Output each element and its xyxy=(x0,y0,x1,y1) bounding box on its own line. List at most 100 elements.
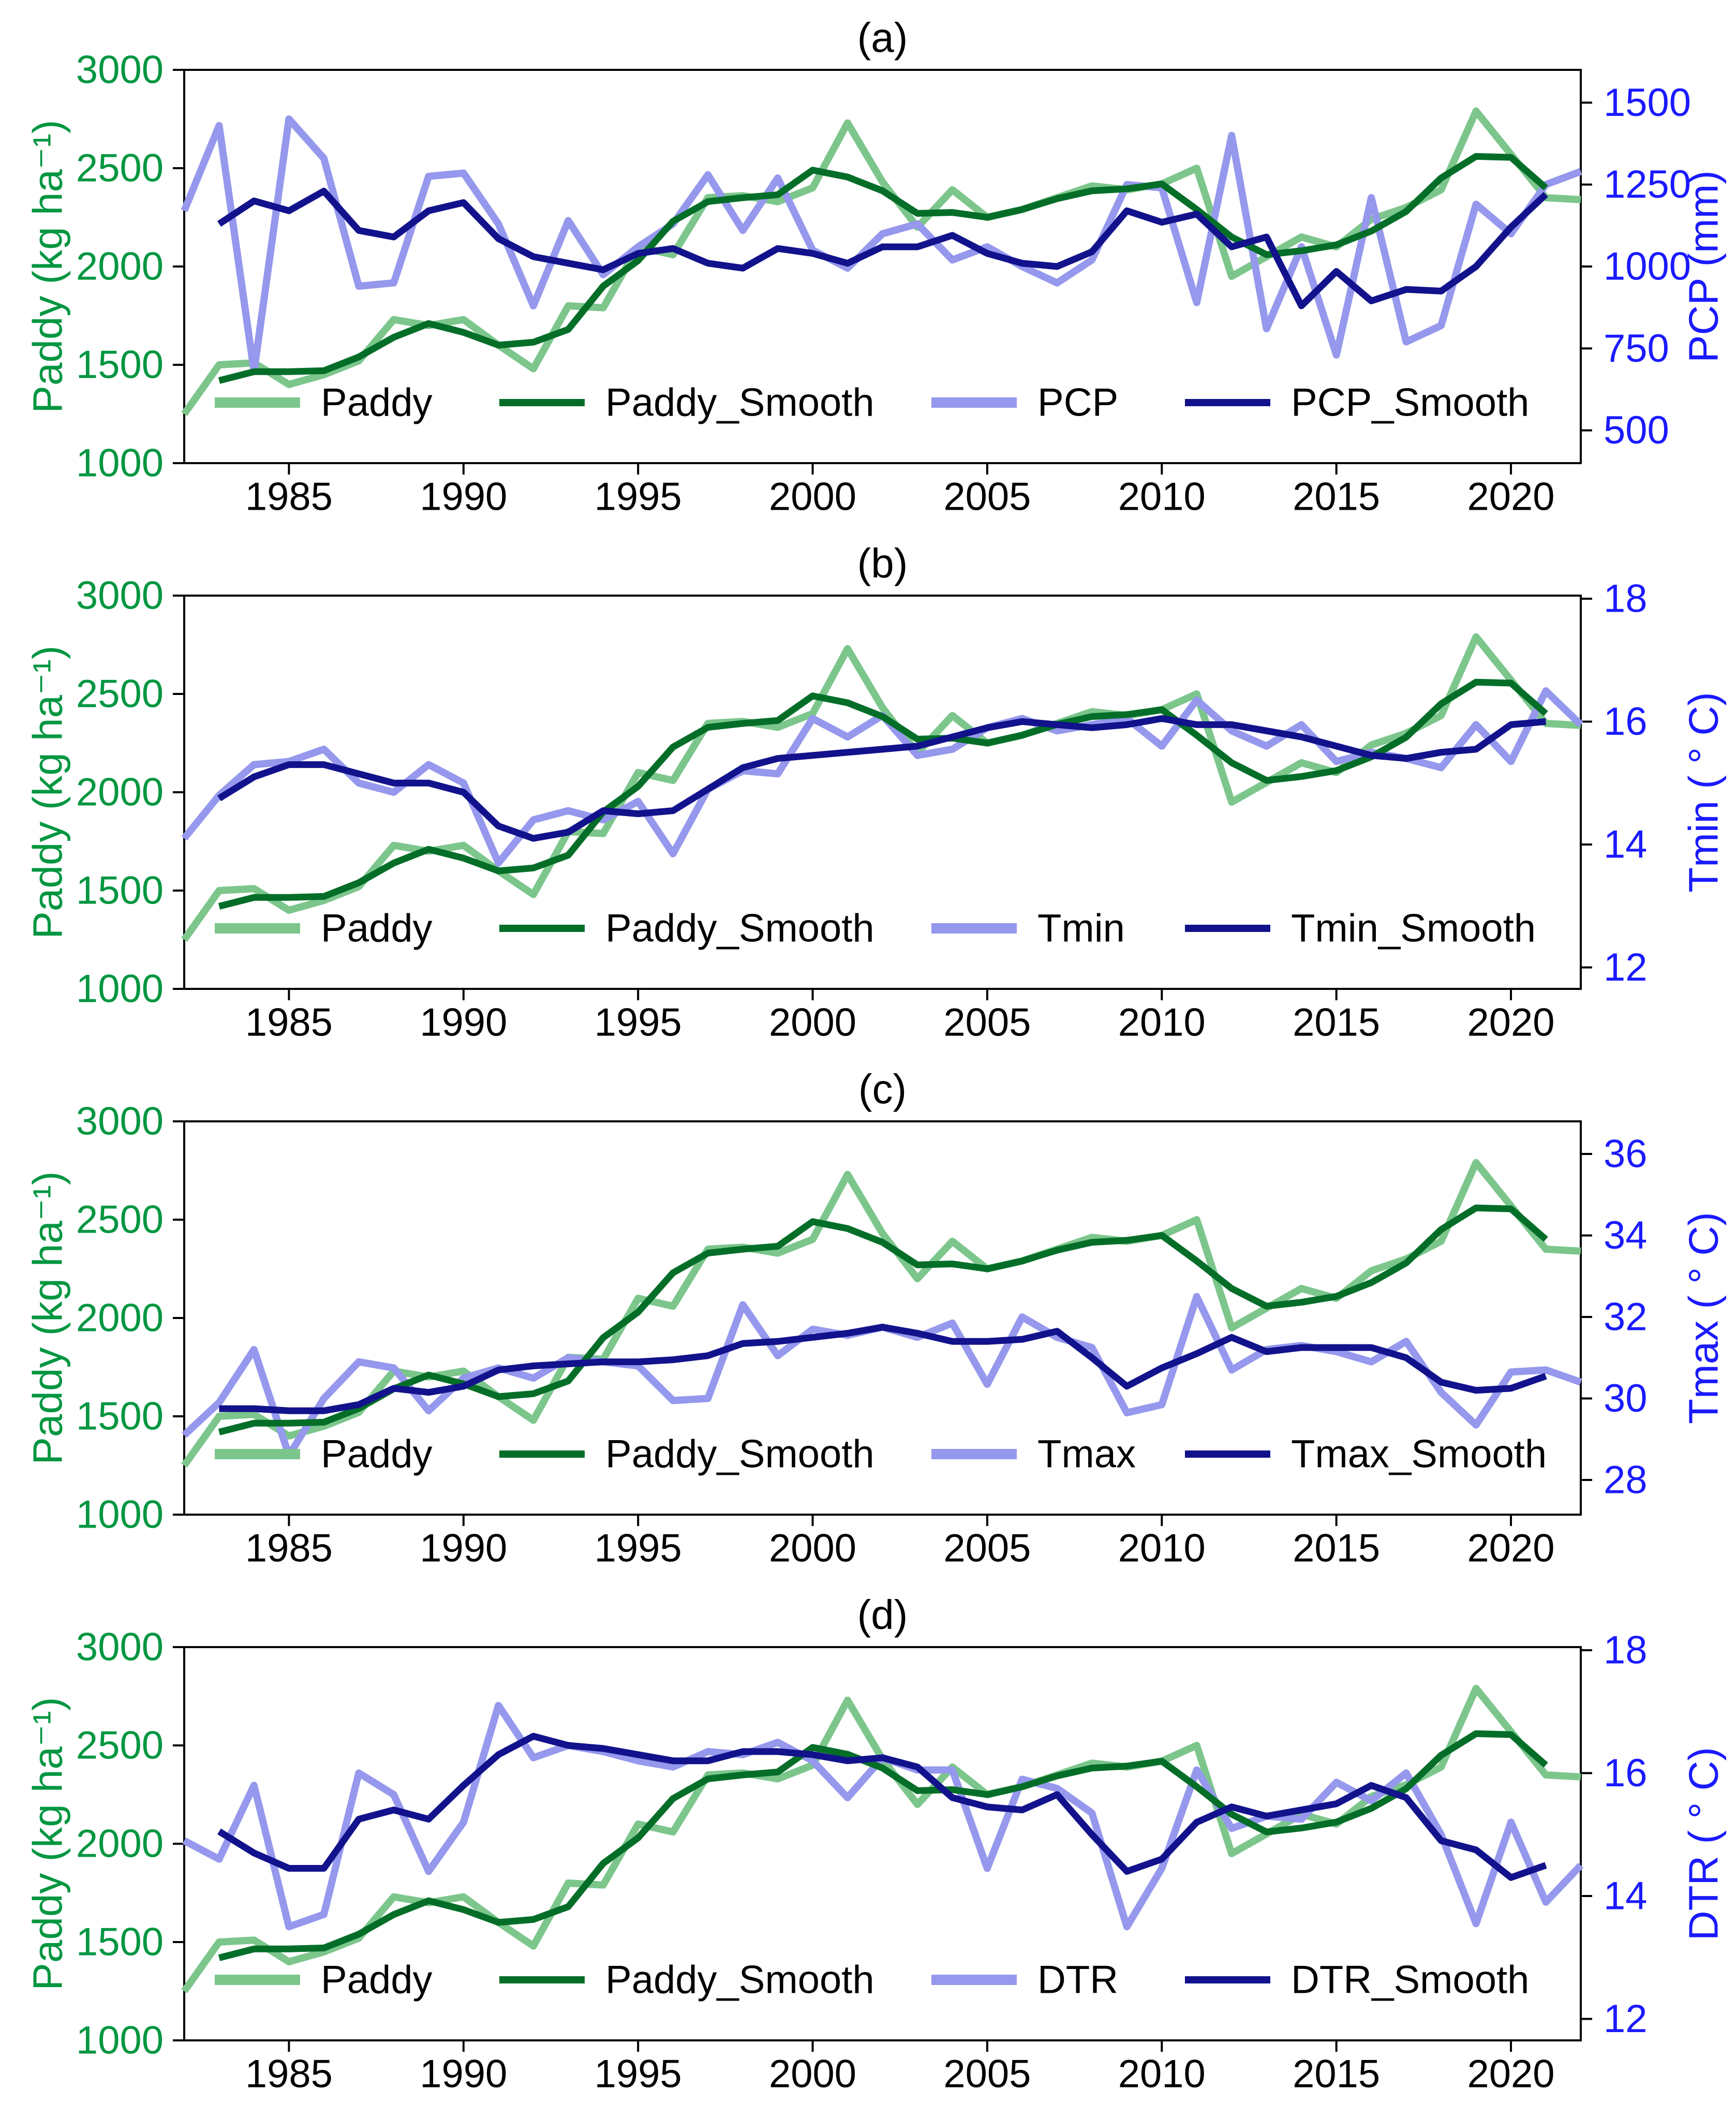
left-tick-label: 2500 xyxy=(76,1724,164,1768)
panel-c-title: (c) xyxy=(858,1066,907,1112)
right-tick-label: 32 xyxy=(1604,1295,1648,1339)
legend: Paddy Paddy_Smooth Tmax Tmax_Smooth xyxy=(215,1432,1547,1476)
legend: Paddy Paddy_Smooth Tmin Tmin_Smooth xyxy=(215,907,1536,951)
x-tick-label: 1985 xyxy=(245,2052,333,2096)
left-tick-label: 2500 xyxy=(76,672,164,716)
right-tick-label: 28 xyxy=(1604,1458,1648,1502)
x-tick-label: 1990 xyxy=(420,1000,507,1044)
paddy-smooth-line xyxy=(218,153,1548,384)
dtr-smooth-line xyxy=(217,1732,1547,1881)
paddy-smooth-line xyxy=(218,678,1548,910)
right-tick-label: 36 xyxy=(1604,1132,1648,1176)
x-tick-label: 2015 xyxy=(1293,1000,1380,1044)
paddy-smooth-line xyxy=(218,1730,1548,1961)
right-tick-label: 14 xyxy=(1604,1874,1648,1918)
right-axis-ticks: 12 14 16 18 xyxy=(1581,576,1648,989)
x-tick-label: 1995 xyxy=(595,2052,682,2096)
legend: Paddy Paddy_Smooth PCP PCP_Smooth xyxy=(215,381,1529,425)
series-lines xyxy=(181,1159,1582,1468)
legend-label-paddy-smooth: Paddy_Smooth xyxy=(605,907,874,951)
right-tick-label: 1000 xyxy=(1604,245,1691,289)
x-tick-label: 2020 xyxy=(1467,1526,1555,1570)
left-axis-label: Paddy (kg ha⁻¹) xyxy=(25,120,71,413)
x-tick-label: 2015 xyxy=(1293,2052,1380,2096)
panel-c-chart: (c)1985 1990 1995 2000 2005 2010 2015 202010001… xyxy=(25,1066,1727,1570)
series-lines xyxy=(181,107,1582,417)
panel-c: (c) 1985 1990 1995 2000 2005 2010 2015 2020 1000 1… xyxy=(0,1052,1736,1577)
legend-label-pcp-smooth: PCP_Smooth xyxy=(1291,381,1529,425)
left-tick-label: 2000 xyxy=(76,245,164,289)
left-axis-ticks: 1000 1500 2000 2500 3000 xyxy=(76,574,184,1011)
left-axis-label: Paddy (kg ha⁻¹) xyxy=(25,1697,71,1991)
left-tick-label: 2500 xyxy=(76,146,164,190)
left-tick-label: 3000 xyxy=(76,1625,164,1669)
left-tick-label: 2000 xyxy=(76,1822,164,1866)
x-tick-label: 1990 xyxy=(420,475,507,519)
x-axis-ticks: 1985 1990 1995 2000 2005 2010 2015 2020 xyxy=(245,1515,1555,1570)
x-axis-ticks: 1985 1990 1995 2000 2005 2010 2015 2020 xyxy=(245,989,1555,1044)
left-axis-label: Paddy (kg ha⁻¹) xyxy=(25,1172,71,1465)
panel-b-chart: (b)1985 1990 1995 2000 2005 2010 2015 202010001… xyxy=(25,540,1727,1044)
right-tick-label: 1500 xyxy=(1604,81,1691,125)
x-tick-label: 2005 xyxy=(943,1000,1031,1044)
right-tick-label: 16 xyxy=(1604,700,1648,744)
paddy-line xyxy=(181,1684,1581,1994)
right-tick-label: 1250 xyxy=(1604,162,1691,206)
x-tick-label: 1990 xyxy=(420,2052,507,2096)
left-tick-label: 1000 xyxy=(76,967,164,1011)
x-tick-label: 2020 xyxy=(1467,475,1555,519)
tmin-smooth-line xyxy=(217,715,1547,842)
x-tick-label: 2005 xyxy=(943,2052,1031,2096)
right-tick-label: 750 xyxy=(1604,327,1669,371)
right-tick-label: 34 xyxy=(1604,1213,1648,1257)
left-tick-label: 1500 xyxy=(76,1920,164,1964)
legend-label-tmin: Tmin xyxy=(1037,907,1125,951)
x-tick-label: 1985 xyxy=(245,1000,333,1044)
x-tick-label: 1985 xyxy=(245,475,333,519)
x-tick-label: 2000 xyxy=(769,1000,856,1044)
right-axis-label: Tmin ( ° C) xyxy=(1681,692,1727,893)
legend-label-paddy-smooth: Paddy_Smooth xyxy=(605,1432,874,1476)
x-tick-label: 1985 xyxy=(245,1526,333,1570)
left-tick-label: 1000 xyxy=(76,1493,164,1537)
panel-a-chart: (a)1985 1990 1995 2000 2005 2010 2015 202010001… xyxy=(25,14,1727,519)
panel-d: (d) 1985 1990 1995 2000 2005 2010 2015 2020 1000 1… xyxy=(0,1577,1736,2103)
right-tick-label: 18 xyxy=(1604,576,1648,620)
left-tick-label: 2500 xyxy=(76,1198,164,1242)
x-tick-label: 1990 xyxy=(420,1526,507,1570)
left-tick-label: 1000 xyxy=(76,441,164,485)
legend-label-paddy: Paddy xyxy=(321,1958,433,2002)
legend-label-pcp: PCP xyxy=(1037,381,1118,425)
paddy-line xyxy=(181,107,1581,417)
paddy-line xyxy=(181,1159,1581,1468)
left-tick-label: 3000 xyxy=(76,1100,164,1144)
tmax-smooth-line xyxy=(219,1324,1547,1414)
left-tick-label: 1500 xyxy=(76,343,164,387)
panel-b-title: (b) xyxy=(857,540,908,586)
left-tick-label: 3000 xyxy=(76,48,164,92)
left-tick-label: 2000 xyxy=(76,1296,164,1340)
x-tick-label: 2010 xyxy=(1118,2052,1206,2096)
legend-label-dtr-smooth: DTR_Smooth xyxy=(1291,1958,1529,2002)
right-axis-label: Tmax ( ° C) xyxy=(1681,1212,1727,1424)
left-tick-label: 2000 xyxy=(76,771,164,814)
legend-label-paddy-smooth: Paddy_Smooth xyxy=(605,1958,874,2002)
right-tick-label: 14 xyxy=(1604,822,1648,866)
panel-a-title: (a) xyxy=(857,14,908,61)
legend: Paddy Paddy_Smooth DTR DTR_Smooth xyxy=(215,1958,1529,2002)
left-axis-ticks: 1000 1500 2000 2500 3000 xyxy=(76,1625,184,2063)
right-tick-label: 12 xyxy=(1604,1997,1648,2041)
right-axis-ticks: 12 14 16 18 xyxy=(1581,1628,1648,2041)
x-tick-label: 2005 xyxy=(943,1526,1031,1570)
panel-a: (a) 1985 1990 1995 2000 2005 2010 2015 2020 1000 1… xyxy=(0,0,1736,526)
x-tick-label: 2005 xyxy=(943,475,1031,519)
right-tick-label: 16 xyxy=(1604,1751,1648,1795)
left-tick-label: 3000 xyxy=(76,574,164,618)
x-tick-label: 2015 xyxy=(1293,475,1380,519)
legend-label-tmax-smooth: Tmax_Smooth xyxy=(1291,1432,1547,1476)
legend-label-dtr: DTR xyxy=(1037,1958,1118,2002)
legend-label-paddy: Paddy xyxy=(321,1432,433,1476)
x-tick-label: 1995 xyxy=(595,1526,682,1570)
x-tick-label: 2010 xyxy=(1118,1526,1206,1570)
